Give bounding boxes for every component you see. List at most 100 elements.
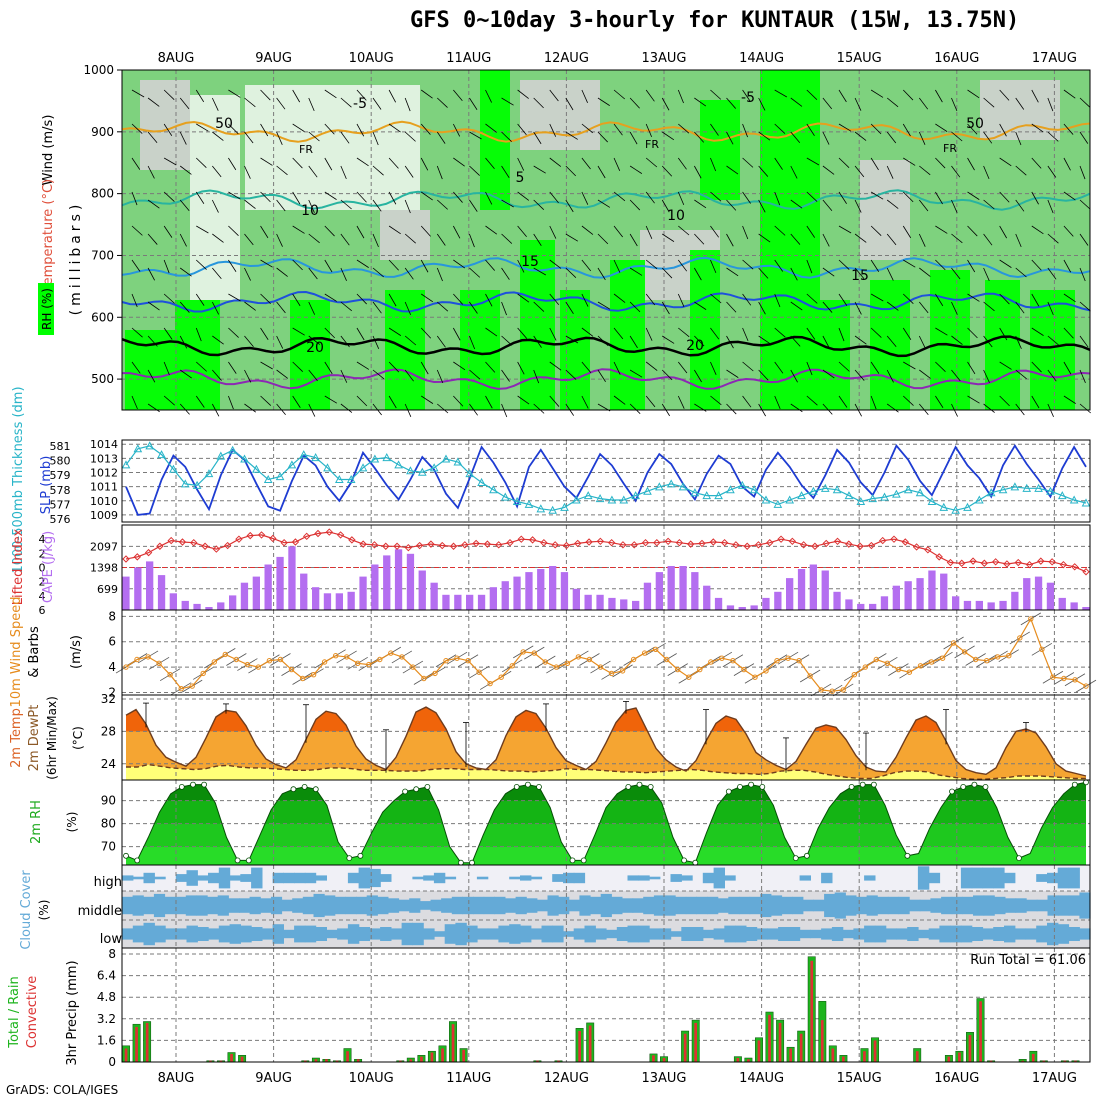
cloud-cell-low (960, 925, 973, 943)
wind-barb (919, 267, 931, 277)
wind-barb (437, 301, 449, 312)
wind10m-marker (1050, 674, 1056, 680)
wind-barb (244, 199, 256, 209)
wind-barb (838, 191, 847, 204)
li-marker (709, 538, 718, 546)
cape-bar (252, 576, 260, 610)
li-marker (788, 537, 797, 545)
rh-marker (513, 784, 520, 790)
cape-bar (904, 581, 912, 610)
wind-barb (324, 259, 333, 273)
wind10m-marker (476, 669, 482, 675)
wind-barb (292, 361, 304, 373)
li-marker (743, 542, 751, 550)
li-marker (122, 555, 130, 563)
wind10m-marker (388, 650, 394, 656)
wind-barb (356, 259, 369, 268)
thickness-marker (809, 486, 818, 495)
wind-barb (517, 361, 525, 375)
cape-bar (928, 570, 936, 610)
wind-barb (645, 259, 658, 270)
rh-dry-patch (380, 210, 430, 260)
wind-barb (420, 293, 434, 303)
precip-conv-bar (810, 960, 814, 1063)
wind-barb (774, 225, 786, 236)
rh-marker (960, 784, 967, 790)
wind-barb (1079, 335, 1089, 348)
cloud-cell-middle (622, 898, 634, 913)
cloud-level-high: high (94, 875, 122, 890)
wind-barb (276, 403, 286, 415)
cloud-level-low: low (100, 932, 123, 947)
wind-barb (420, 361, 429, 375)
wind-barb (228, 259, 237, 272)
precip-conv-bar (873, 1040, 877, 1062)
rh-marker (301, 784, 308, 790)
cloud-cell-high (649, 876, 661, 880)
wind-barb (886, 131, 897, 144)
wind-barb (131, 327, 143, 338)
wind-barb (870, 327, 882, 338)
cloud-cell-middle (122, 896, 134, 915)
wind-barb (613, 293, 626, 303)
rh-moist-patch (930, 270, 970, 410)
li-marker (540, 539, 548, 547)
cloud-cell-middle (685, 896, 697, 915)
cloud-cell-middle (887, 896, 900, 915)
cloud-cell-middle (590, 896, 602, 915)
wind-barb (677, 361, 688, 374)
cloud-cell-high (520, 875, 532, 881)
thickness-marker (560, 502, 569, 511)
wind-barb (806, 191, 818, 202)
precip-conv-bar (420, 1056, 423, 1062)
wind-barb (501, 369, 510, 382)
wind10m-marker (266, 658, 273, 664)
li-marker (675, 539, 684, 547)
cloud-cell-middle (196, 895, 208, 916)
cloud-cell-low (735, 925, 747, 943)
wind-barb (694, 165, 702, 179)
rh-marker (346, 855, 353, 861)
cloud-cell-middle (664, 895, 676, 916)
wind-barb (983, 233, 993, 246)
cloud-cell-low (788, 927, 801, 941)
wind-barb (967, 293, 980, 302)
rh-tick-label: 80 (101, 817, 116, 831)
ylabel-wind10m: 10m Wind Speed (9, 597, 24, 708)
wind-barb (308, 369, 318, 382)
wind-barb (228, 361, 237, 374)
wind-barb (212, 165, 222, 178)
wind-barb (951, 301, 958, 315)
wind-barb (951, 199, 958, 213)
rh-tick-label: 70 (101, 840, 116, 854)
cloud-cell-low (240, 925, 252, 943)
rh-marker (1083, 779, 1089, 786)
isotherm-20 (121, 120, 1091, 143)
date-label-top: 9AUG (255, 51, 292, 66)
thickness-marker (583, 491, 593, 500)
wind-barb (1079, 131, 1089, 144)
wind-barb (324, 395, 338, 404)
wind-barb (195, 327, 202, 342)
cloud-cell-middle (1068, 895, 1080, 916)
wind-barb (886, 403, 899, 413)
wind-barb (613, 361, 621, 375)
cape-bar (596, 594, 604, 610)
li-marker (641, 539, 650, 547)
wind-barb (356, 157, 369, 167)
cloud-cell-high (197, 875, 209, 881)
wind-barb (565, 165, 577, 177)
wind-barb (726, 369, 739, 378)
wind-barb (886, 369, 894, 383)
wind-barb (163, 327, 173, 340)
cape-bar (347, 591, 355, 610)
wind-barb (404, 267, 414, 280)
rh-marker (982, 784, 989, 790)
rh-marker (134, 857, 141, 864)
thickness-marker (441, 454, 451, 463)
thickness-marker (974, 495, 984, 504)
slp-tick-label: 1014 (90, 438, 118, 451)
cape-bar (240, 582, 249, 610)
thickness-marker (169, 464, 178, 473)
contour-label: -5 (353, 96, 367, 112)
